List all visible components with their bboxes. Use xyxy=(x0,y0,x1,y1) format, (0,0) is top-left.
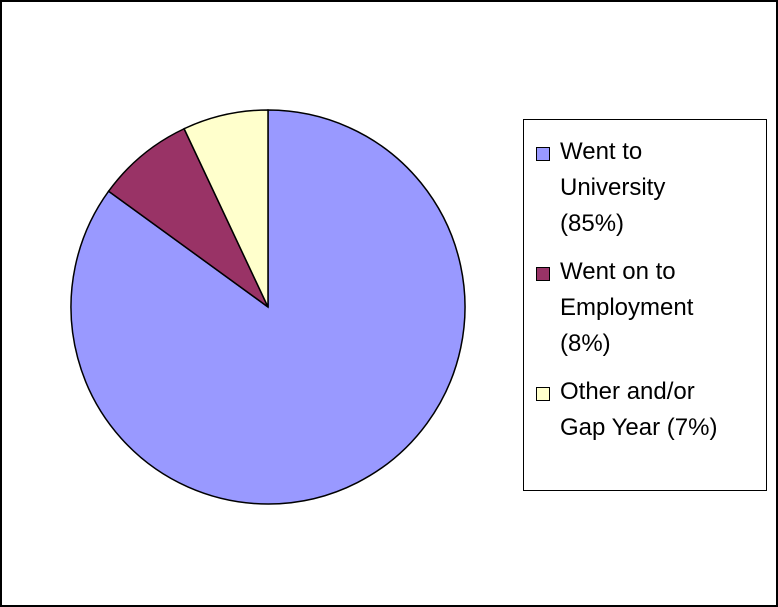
legend-label-university: Went to University (85%) xyxy=(560,138,666,237)
legend-swatch-other xyxy=(536,387,550,401)
legend-label-employment: Went on to Employment (8%) xyxy=(560,258,694,357)
pie-slice-other xyxy=(183,109,269,308)
pie-slices xyxy=(70,109,466,505)
legend-label-other: Other and/or Gap Year (7%) xyxy=(560,378,718,441)
pie-slice-employment xyxy=(107,127,269,308)
legend-swatch-university xyxy=(536,147,550,161)
chart-legend: Went to University (85%) Went on to Empl… xyxy=(523,119,767,491)
legend-swatch-employment xyxy=(536,267,550,281)
